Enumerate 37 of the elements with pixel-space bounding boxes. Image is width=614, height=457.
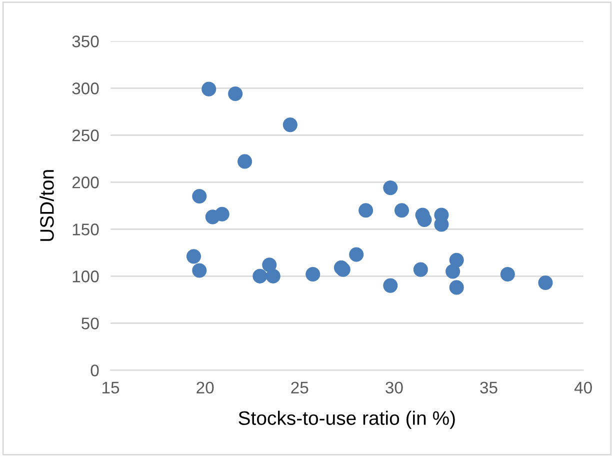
point xyxy=(446,264,460,279)
point xyxy=(202,82,216,96)
point xyxy=(266,268,280,284)
x-tick-label: 25 xyxy=(291,382,308,394)
y-tick-label: 100 xyxy=(72,270,99,282)
point xyxy=(306,266,320,282)
point xyxy=(192,263,207,278)
point xyxy=(282,118,298,132)
point xyxy=(192,188,207,204)
x-tick-label: 30 xyxy=(386,382,403,394)
x-tick-label: 35 xyxy=(480,382,498,394)
point xyxy=(538,275,553,290)
point xyxy=(228,86,243,102)
point xyxy=(186,249,202,264)
point xyxy=(252,268,268,284)
point xyxy=(413,262,428,277)
y-axis-title: USD/ton xyxy=(40,170,54,241)
point xyxy=(394,203,410,218)
point xyxy=(238,154,252,169)
point xyxy=(383,180,398,196)
x-axis-title: Stocks-to-use ratio (in %) xyxy=(238,410,455,429)
x-tick-label: 20 xyxy=(196,382,214,394)
x-tick-label: 40 xyxy=(574,382,592,394)
point xyxy=(214,206,230,222)
y-tick-label: 200 xyxy=(72,176,99,188)
y-tick-label: 300 xyxy=(72,82,99,94)
y-tick-label: 350 xyxy=(72,36,99,48)
y-tick-label: 150 xyxy=(72,224,99,236)
y-tick-label: 50 xyxy=(82,318,99,330)
point xyxy=(500,266,515,282)
y-tick-label: 0 xyxy=(90,364,99,376)
point xyxy=(358,203,374,218)
point xyxy=(349,247,364,262)
point xyxy=(383,278,398,293)
point xyxy=(449,280,464,295)
x-tick-label: 15 xyxy=(102,382,120,394)
y-tick-label: 250 xyxy=(72,130,99,142)
